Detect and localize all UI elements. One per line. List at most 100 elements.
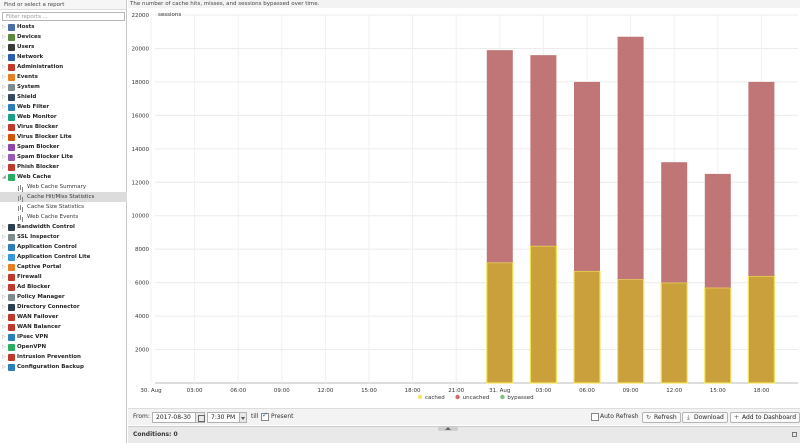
- legend-label[interactable]: bypassed: [507, 395, 533, 401]
- chevron-right-icon[interactable]: ▷: [2, 344, 6, 350]
- chevron-right-icon[interactable]: ▷: [2, 144, 6, 150]
- sidebar-item[interactable]: Web Cache Events: [0, 212, 127, 222]
- chevron-right-icon[interactable]: ▷: [2, 224, 6, 230]
- chevron-right-icon[interactable]: ▷: [2, 304, 6, 310]
- bar-uncached[interactable]: [748, 81, 775, 276]
- chevron-down-icon[interactable]: [239, 412, 247, 423]
- add-to-dashboard-button[interactable]: + Add to Dashboard: [730, 412, 800, 423]
- chevron-right-icon[interactable]: ▷: [2, 24, 6, 30]
- sidebar-item[interactable]: ▷ Intrusion Prevention: [0, 352, 127, 362]
- chevron-right-icon[interactable]: ▷: [2, 264, 6, 270]
- sidebar-item[interactable]: ▷ Shield: [0, 92, 127, 102]
- sidebar-item[interactable]: ▷ Users: [0, 42, 127, 52]
- download-button[interactable]: ⤓ Download: [682, 412, 728, 423]
- chevron-right-icon[interactable]: ▷: [2, 314, 6, 320]
- sidebar-item[interactable]: ◢ Web Cache: [0, 172, 127, 182]
- sidebar-item[interactable]: ▷ Captive Portal: [0, 262, 127, 272]
- sidebar-item[interactable]: ▷ Directory Connector: [0, 302, 127, 312]
- chevron-right-icon[interactable]: ▷: [2, 274, 6, 280]
- sidebar-item[interactable]: ▷ Firewall: [0, 272, 127, 282]
- sidebar-item[interactable]: ▷ Hosts: [0, 22, 127, 32]
- sidebar-item[interactable]: ▷ Application Control Lite: [0, 252, 127, 262]
- sidebar-item[interactable]: ▷ IPsec VPN: [0, 332, 127, 342]
- sidebar-item[interactable]: ▷ OpenVPN: [0, 342, 127, 352]
- sidebar-item[interactable]: ▷ Configuration Backup: [0, 362, 127, 372]
- chevron-right-icon[interactable]: ▷: [2, 284, 6, 290]
- bar-uncached[interactable]: [574, 81, 600, 271]
- sidebar-item[interactable]: ▷ Ad Blocker: [0, 282, 127, 292]
- wan-balancer-icon: [8, 324, 15, 331]
- sidebar-item[interactable]: ▷ Network: [0, 52, 127, 62]
- sidebar-item-label: System: [17, 84, 40, 90]
- sidebar-item[interactable]: ▷ WAN Balancer: [0, 322, 127, 332]
- bar-cached[interactable]: [486, 261, 514, 384]
- auto-refresh-checkbox[interactable]: [591, 413, 599, 421]
- from-time-input[interactable]: 7:30 PM: [207, 412, 240, 423]
- sidebar-item[interactable]: ▷ WAN Failover: [0, 312, 127, 322]
- bar-uncached[interactable]: [617, 36, 644, 280]
- sidebar-item[interactable]: ▷ System: [0, 82, 127, 92]
- bar-uncached[interactable]: [661, 162, 688, 283]
- bar-cached[interactable]: [529, 245, 557, 384]
- chevron-right-icon[interactable]: ▷: [2, 334, 6, 340]
- bar-uncached[interactable]: [704, 173, 731, 288]
- bar-cached[interactable]: [573, 270, 601, 384]
- expand-icon[interactable]: [792, 432, 797, 437]
- sidebar-item[interactable]: ▷ Virus Blocker Lite: [0, 132, 127, 142]
- sidebar-item[interactable]: ▷ Devices: [0, 32, 127, 42]
- sidebar-item[interactable]: ▷ Application Control: [0, 242, 127, 252]
- chevron-right-icon[interactable]: ▷: [2, 114, 6, 120]
- calendar-icon[interactable]: [195, 412, 205, 423]
- chevron-right-icon[interactable]: ▷: [2, 364, 6, 370]
- chevron-down-icon[interactable]: ◢: [2, 174, 6, 180]
- chevron-right-icon[interactable]: ▷: [2, 164, 6, 170]
- chevron-right-icon[interactable]: ▷: [2, 124, 6, 130]
- bar-uncached[interactable]: [530, 55, 557, 246]
- chevron-right-icon[interactable]: ▷: [2, 34, 6, 40]
- chevron-right-icon[interactable]: ▷: [2, 54, 6, 60]
- from-date-input[interactable]: 2017-08-30: [152, 412, 196, 423]
- sidebar-item[interactable]: ▷ Web Monitor: [0, 112, 127, 122]
- sidebar-item[interactable]: ▷ Virus Blocker: [0, 122, 127, 132]
- chevron-right-icon[interactable]: ▷: [2, 254, 6, 260]
- chevron-right-icon[interactable]: ▷: [2, 84, 6, 90]
- present-checkbox[interactable]: [261, 411, 269, 421]
- bar-uncached[interactable]: [486, 50, 513, 263]
- chevron-right-icon[interactable]: ▷: [2, 294, 6, 300]
- legend-label[interactable]: uncached: [463, 395, 490, 401]
- sidebar-item[interactable]: ▷ Administration: [0, 62, 127, 72]
- collapse-handle-icon[interactable]: [438, 427, 458, 431]
- filter-reports-input[interactable]: [2, 12, 125, 21]
- chevron-right-icon[interactable]: ▷: [2, 244, 6, 250]
- sidebar-item[interactable]: Cache Size Statistics: [0, 202, 127, 212]
- chevron-right-icon[interactable]: ▷: [2, 354, 6, 360]
- chevron-right-icon[interactable]: ▷: [2, 74, 6, 80]
- chevron-right-icon[interactable]: ▷: [2, 154, 6, 160]
- chevron-right-icon[interactable]: ▷: [2, 44, 6, 50]
- sidebar-item[interactable]: ▷ Policy Manager: [0, 292, 127, 302]
- sidebar-item[interactable]: ▷ Web Filter: [0, 102, 127, 112]
- sidebar-item-label: IPsec VPN: [17, 334, 49, 340]
- bar-cached[interactable]: [660, 282, 688, 384]
- conditions-bar[interactable]: Conditions: 0: [128, 426, 800, 443]
- bar-cached[interactable]: [747, 275, 776, 384]
- chevron-right-icon[interactable]: ▷: [2, 94, 6, 100]
- bar-cached[interactable]: [617, 278, 645, 384]
- chevron-right-icon[interactable]: ▷: [2, 64, 6, 70]
- sidebar-item[interactable]: ▷ Bandwidth Control: [0, 222, 127, 232]
- sidebar-item[interactable]: ▷ Events: [0, 72, 127, 82]
- legend-label[interactable]: cached: [425, 395, 445, 401]
- chevron-right-icon[interactable]: ▷: [2, 104, 6, 110]
- sidebar-item[interactable]: Web Cache Summary: [0, 182, 127, 192]
- sidebar-item[interactable]: ▷ SSL Inspector: [0, 232, 127, 242]
- sidebar-item[interactable]: ▷ Spam Blocker Lite: [0, 152, 127, 162]
- sidebar-item[interactable]: ▷ Phish Blocker: [0, 162, 127, 172]
- chevron-right-icon[interactable]: ▷: [2, 134, 6, 140]
- sidebar-item[interactable]: ▷ Spam Blocker: [0, 142, 127, 152]
- bar-cached[interactable]: [704, 287, 732, 384]
- chevron-right-icon[interactable]: ▷: [2, 324, 6, 330]
- chevron-right-icon[interactable]: ▷: [2, 234, 6, 240]
- refresh-button[interactable]: ↻ Refresh: [642, 412, 681, 423]
- sidebar-item-label: Events: [17, 74, 38, 80]
- sidebar-item[interactable]: Cache Hit/Miss Statistics: [0, 192, 127, 202]
